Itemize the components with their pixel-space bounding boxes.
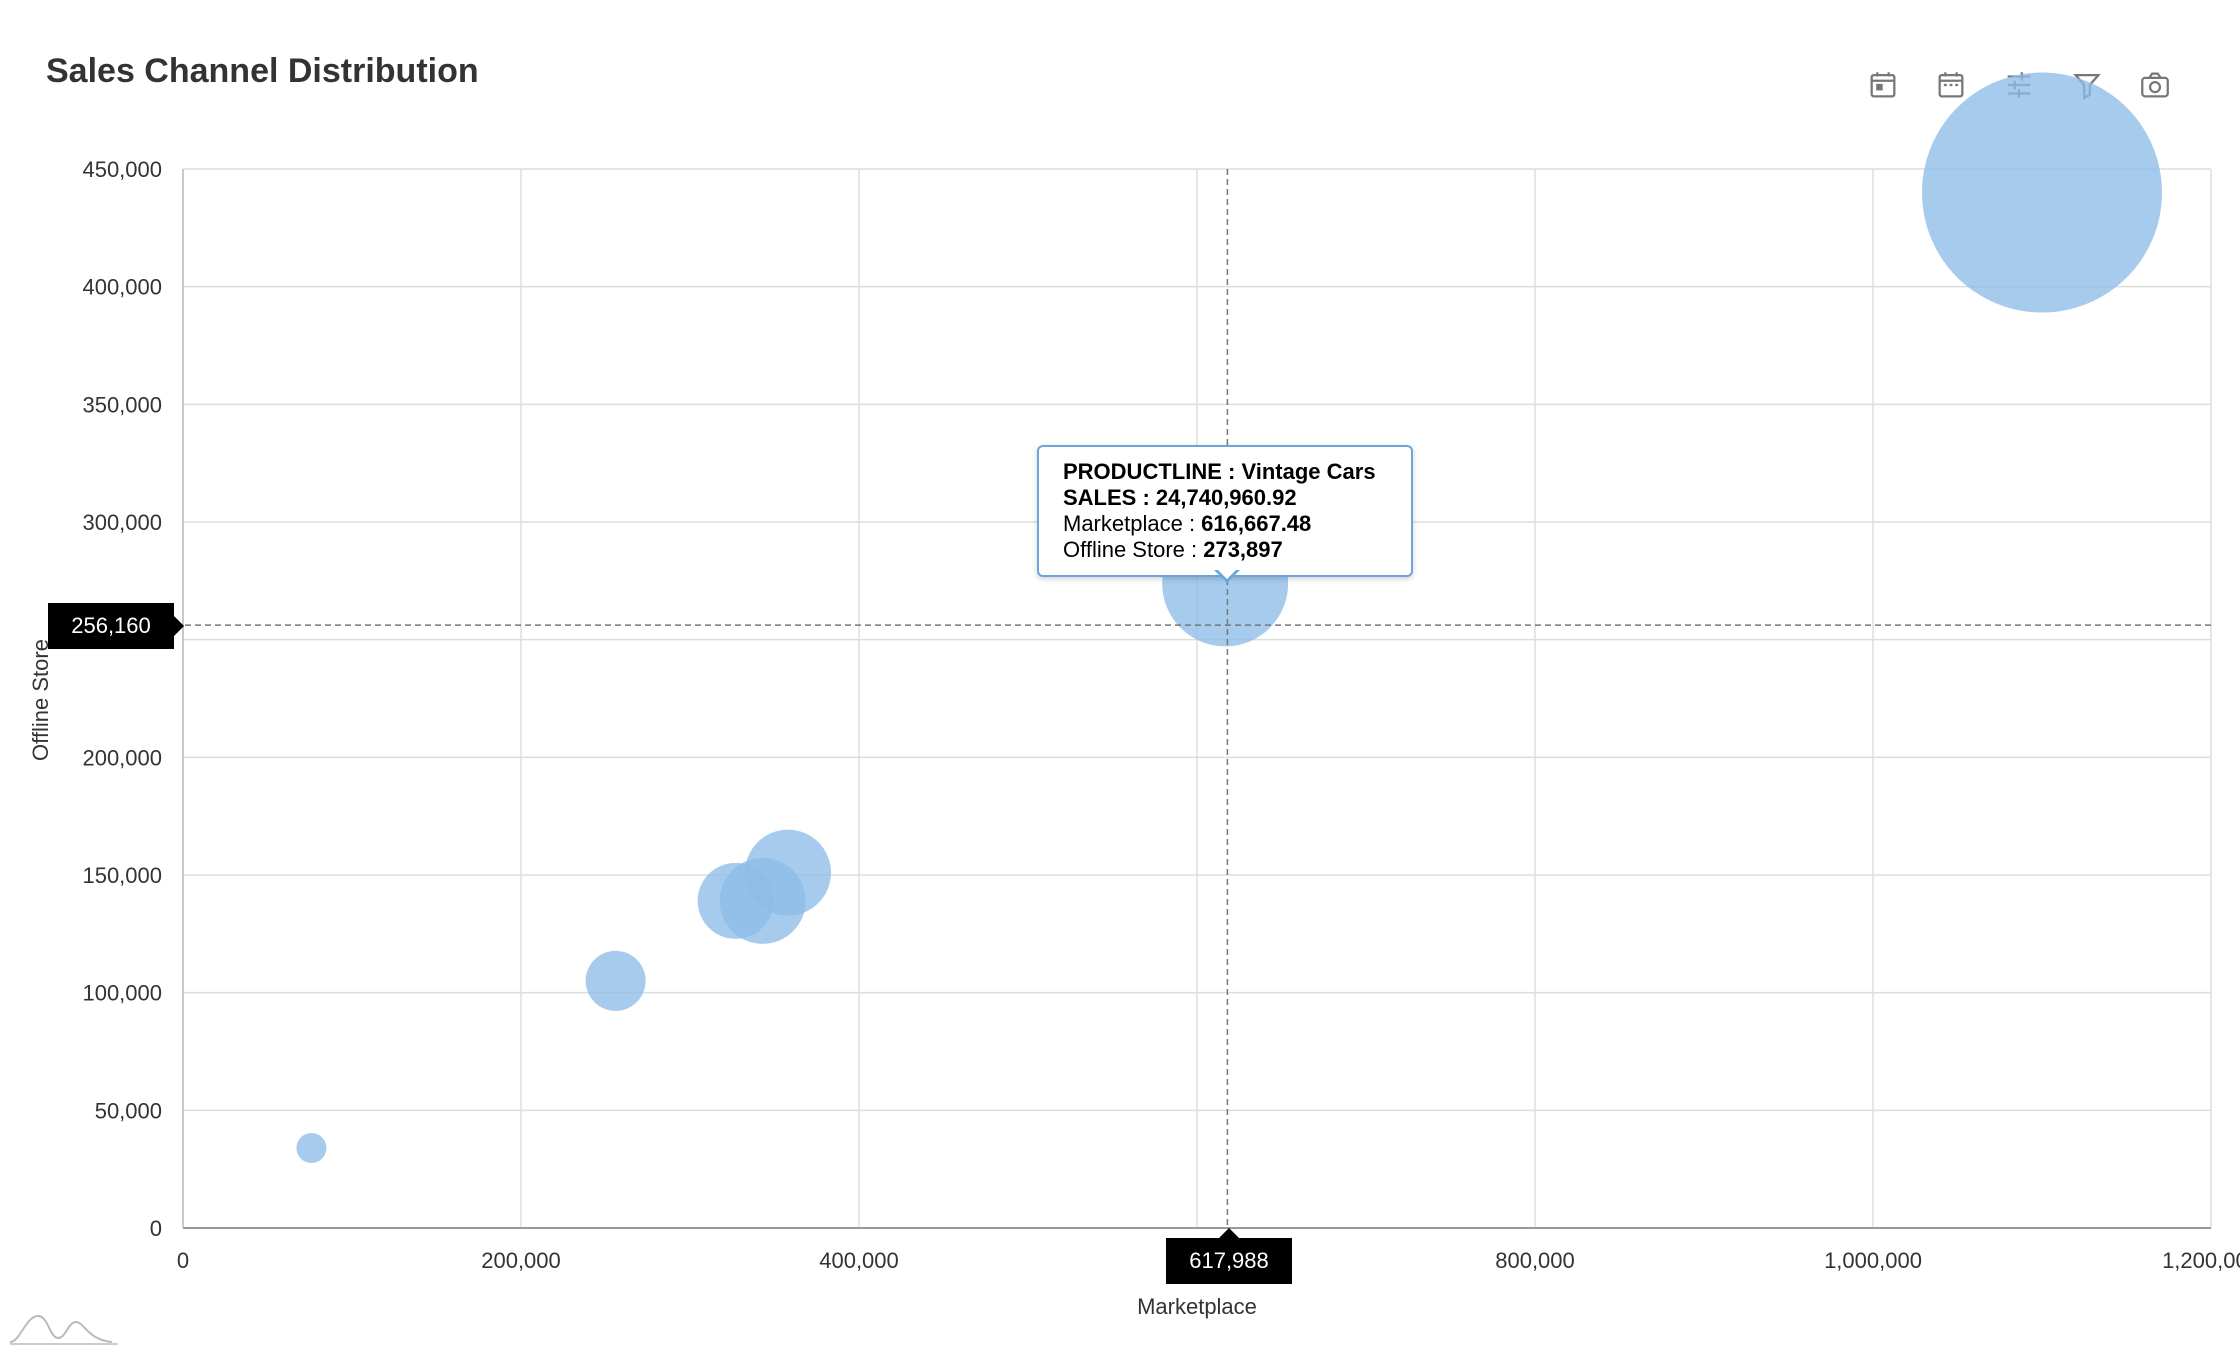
y-tick-label: 100,000 <box>82 981 162 1006</box>
y-axis-title: Offline Store <box>28 639 53 761</box>
x-tick-label: 400,000 <box>819 1248 899 1273</box>
tooltip: PRODUCTLINE : Vintage Cars SALES : 24,74… <box>1037 445 1413 577</box>
chart-library-logo-icon <box>9 1314 118 1345</box>
y-tick-label: 0 <box>150 1216 162 1241</box>
chart-title: Sales Channel Distribution <box>46 52 479 90</box>
x-tick-label: 1,200,000 <box>2162 1248 2240 1273</box>
bubble[interactable] <box>585 950 646 1011</box>
x-axis-title: Marketplace <box>1137 1294 1257 1319</box>
tooltip-row-offline-store: Offline Store : 273,897 <box>1063 537 1283 562</box>
calendar-day-icon[interactable] <box>1860 62 1906 108</box>
x-crosshair-label: 617,988 <box>1166 1238 1292 1284</box>
calendar-month-icon[interactable] <box>1928 62 1974 108</box>
x-crosshair-arrow <box>1219 1228 1239 1238</box>
bubble[interactable] <box>1922 72 2162 313</box>
y-tick-label: 450,000 <box>82 157 162 182</box>
y-tick-label: 300,000 <box>82 510 162 535</box>
y-tick-label: 350,000 <box>82 392 162 417</box>
tooltip-row-sales: SALES : 24,740,960.92 <box>1063 485 1297 510</box>
y-crosshair-arrow <box>174 616 184 636</box>
y-tick-label: 150,000 <box>82 863 162 888</box>
y-tick-label: 400,000 <box>82 275 162 300</box>
y-tick-label: 200,000 <box>82 745 162 770</box>
camera-icon[interactable] <box>2132 62 2178 108</box>
crosshair <box>175 169 2211 1228</box>
x-tick-label: 200,000 <box>481 1248 561 1273</box>
bubbles <box>296 72 2162 1163</box>
x-tick-label: 800,000 <box>1495 1248 1575 1273</box>
tick-labels: 0200,000400,0006800,0001,000,0001,200,00… <box>82 157 2240 1273</box>
bubble[interactable] <box>745 829 832 916</box>
tooltip-row-marketplace: Marketplace : 616,667.48 <box>1063 511 1312 536</box>
bubble[interactable] <box>296 1132 327 1163</box>
y-tick-label: 50,000 <box>95 1098 162 1123</box>
tooltip-row-productline: PRODUCTLINE : Vintage Cars <box>1063 459 1376 484</box>
y-crosshair-label: 256,160 <box>48 603 174 649</box>
x-tick-label: 0 <box>177 1248 189 1273</box>
gridlines <box>182 168 2212 1229</box>
x-tick-label: 1,000,000 <box>1824 1248 1922 1273</box>
tooltip-arrow-inner <box>1216 568 1238 579</box>
